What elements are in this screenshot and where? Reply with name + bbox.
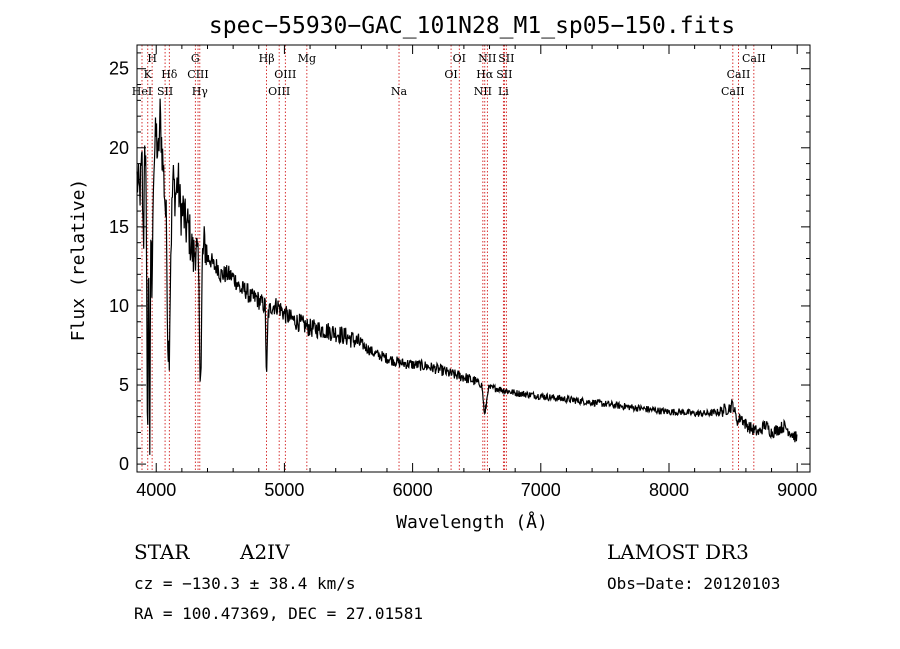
line-label-4: Hδ <box>161 68 178 81</box>
x-tick-label-1: 5000 <box>264 480 304 500</box>
spectrum-line <box>136 98 798 455</box>
line-label-17: Hα <box>476 68 494 81</box>
line-label-6: CIII <box>187 68 208 81</box>
line-label-11: Mg <box>298 52 316 65</box>
line-label-23: CaII <box>742 52 766 65</box>
line-label-5: G <box>191 52 200 65</box>
observation-date: Obs−Date: 20120103 <box>607 574 781 593</box>
line-label-3: SII <box>157 85 173 98</box>
plot-frame <box>136 44 811 473</box>
x-tick-label-5: 9000 <box>777 480 817 500</box>
object-subclass: A2IV <box>240 540 290 564</box>
line-label-15: NII <box>474 85 492 98</box>
redshift-cz: cz = −130.3 ± 38.4 km/s <box>134 574 356 593</box>
line-label-16: NII <box>478 52 496 65</box>
y-tick-label-0: 0 <box>119 454 129 474</box>
line-label-22: CaII <box>727 68 751 81</box>
y-tick-label-2: 10 <box>109 296 129 316</box>
line-label-0: HeI <box>132 85 152 98</box>
line-label-21: CaII <box>721 85 745 98</box>
spectral-line-markers <box>141 45 755 472</box>
y-tick-label-1: 5 <box>119 375 129 395</box>
x-tick-label-3: 7000 <box>521 480 561 500</box>
line-label-1: K <box>144 68 153 81</box>
line-label-9: OIII <box>268 85 290 98</box>
line-label-13: OI <box>444 68 457 81</box>
survey-name: LAMOST DR3 <box>607 540 749 564</box>
spectral-line-labels: HeIKHSIIHδGCIIIHγHβOIIIOIIIMgNaOIOINIINI… <box>132 52 766 98</box>
line-label-14: OI <box>453 52 466 65</box>
object-class: STAR <box>134 540 190 564</box>
line-label-8: Hβ <box>259 52 275 65</box>
y-tick-label-4: 20 <box>109 138 129 158</box>
chart-title: spec−55930−GAC_101N28_M1_sp05−150.fits <box>209 13 735 39</box>
x-axis-label: Wavelength (Å) <box>396 511 548 533</box>
line-label-18: SII <box>496 68 512 81</box>
line-label-20: Li <box>498 85 509 98</box>
line-label-10: OIII <box>274 68 296 81</box>
y-axis-ticks: 0 5 10 15 20 25 <box>109 52 810 474</box>
ra-dec: RA = 100.47369, DEC = 27.01581 <box>134 604 423 623</box>
line-label-7: Hγ <box>192 85 209 98</box>
y-tick-label-5: 25 <box>109 59 129 79</box>
y-axis-label: Flux (relative) <box>68 179 89 342</box>
y-tick-label-3: 15 <box>109 217 129 237</box>
x-tick-label-4: 8000 <box>649 480 689 500</box>
x-tick-label-0: 4000 <box>136 480 176 500</box>
x-axis-ticks: 4000 5000 6000 7000 8000 9000 <box>136 45 817 500</box>
x-tick-label-2: 6000 <box>393 480 433 500</box>
line-label-12: Na <box>391 85 408 98</box>
line-label-19: SII <box>498 52 514 65</box>
line-label-2: H <box>147 52 157 65</box>
